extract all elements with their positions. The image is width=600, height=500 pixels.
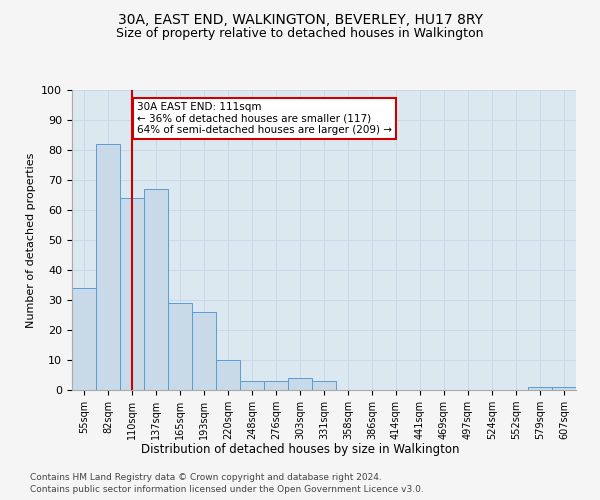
Bar	[96, 144, 120, 390]
Text: Contains public sector information licensed under the Open Government Licence v3: Contains public sector information licen…	[30, 485, 424, 494]
Text: Distribution of detached houses by size in Walkington: Distribution of detached houses by size …	[141, 442, 459, 456]
Bar	[192, 312, 216, 390]
Bar	[168, 303, 192, 390]
Bar	[72, 288, 96, 390]
Bar	[144, 189, 168, 390]
Y-axis label: Number of detached properties: Number of detached properties	[26, 152, 36, 328]
Bar	[264, 381, 288, 390]
Bar	[288, 378, 312, 390]
Bar	[312, 381, 336, 390]
Bar	[240, 381, 264, 390]
Text: 30A, EAST END, WALKINGTON, BEVERLEY, HU17 8RY: 30A, EAST END, WALKINGTON, BEVERLEY, HU1…	[118, 12, 482, 26]
Bar	[120, 198, 144, 390]
Bar	[528, 387, 552, 390]
Bar	[552, 387, 576, 390]
Text: 30A EAST END: 111sqm
← 36% of detached houses are smaller (117)
64% of semi-deta: 30A EAST END: 111sqm ← 36% of detached h…	[137, 102, 392, 135]
Text: Contains HM Land Registry data © Crown copyright and database right 2024.: Contains HM Land Registry data © Crown c…	[30, 472, 382, 482]
Bar	[216, 360, 240, 390]
Text: Size of property relative to detached houses in Walkington: Size of property relative to detached ho…	[116, 28, 484, 40]
